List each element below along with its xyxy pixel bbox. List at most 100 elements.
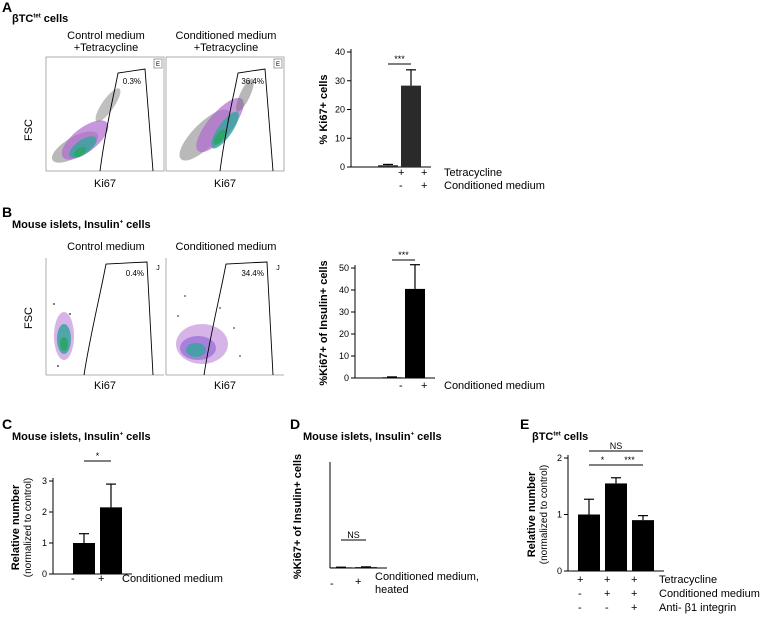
cond-b-m2: +: [421, 380, 428, 392]
flow-a1-gate-id: E: [156, 62, 160, 68]
y-axis-label-c: Relative number: [10, 484, 22, 570]
flow-a1-gate-pct: 0.3%: [123, 77, 141, 86]
flow-b1-cloud: [53, 303, 74, 367]
cond-e-r3-m2: -: [605, 602, 609, 614]
flow-b2-gate-id: J: [276, 265, 280, 272]
bar-e-2: [605, 483, 627, 571]
bar-chart-b: 0 10 20 30 40 50 %Ki67+ of Insulin+ cells ***: [318, 250, 435, 386]
panel-e-title: βTCtet cells: [532, 431, 589, 443]
y-tick-label-a-2: 20: [335, 105, 345, 115]
flow-plots-a: FSC 0.3% E Ki67 36.4% E Ki67: [23, 56, 285, 190]
cond-b-m1: -: [399, 380, 403, 392]
panel-label-a: A: [2, 0, 13, 15]
bar-d-1: [330, 567, 352, 569]
cond-e-r2-m3: +: [631, 588, 638, 600]
flow-a2-title-line1: Conditioned medium: [175, 30, 277, 42]
cond-e-r3-m3: +: [631, 602, 638, 614]
cond-a-r1-label: Tetracycline: [444, 167, 503, 179]
flow-a2-gate-id: E: [276, 62, 280, 68]
cond-e-r3-label: Anti- β1 integrin: [659, 602, 737, 614]
flow-a1-cloud: [51, 88, 121, 163]
flow-a1-xlabel: Ki67: [94, 178, 116, 190]
flow-a2-title-line2: +Tetracycline: [193, 42, 259, 54]
bar-a-2: [401, 85, 421, 167]
flow-b-ylabel: FSC: [23, 307, 35, 329]
y-tick-label-b-2: 20: [339, 329, 349, 339]
y-axis-sublabel-c: (normalized to control): [23, 478, 34, 577]
cond-c-label: Conditioned medium: [122, 573, 223, 585]
flow-a2-cloud: [179, 78, 254, 161]
flow-plot-b1: 0.4% J Ki67: [45, 258, 164, 392]
sig-label-d-1: NS: [347, 530, 360, 540]
y-axis-sublabel-e: (normalized to control): [539, 465, 550, 564]
y-tick-label-b-4: 40: [339, 285, 349, 295]
sig-label-e-1: *: [601, 455, 605, 465]
cond-c-m1: -: [71, 573, 75, 585]
flow-plot-a1: 0.3% E Ki67: [45, 56, 165, 190]
flow-b1-title: Control medium: [67, 241, 145, 253]
y-tick-label-b-0: 0: [344, 373, 349, 383]
flow-b1-gate-pct: 0.4%: [126, 269, 144, 278]
y-tick-label-b-1: 10: [339, 351, 349, 361]
bar-e-1: [578, 514, 600, 571]
y-tick-label-a-0: 0: [340, 162, 345, 172]
flow-a-ylabel: FSC: [23, 119, 35, 141]
bar-c-1: [73, 543, 95, 574]
bar-chart-d: %Ki67+ of Insulin+ cells NS: [292, 454, 387, 579]
bar-a-1: [378, 165, 398, 167]
sig-label-e-3: NS: [610, 441, 623, 451]
bar-chart-c: 0 1 2 3 Relative number (normalized to contro…: [10, 451, 132, 579]
panel-label-c: C: [2, 416, 13, 432]
flow-a2-xlabel: Ki67: [214, 178, 236, 190]
cond-c-m2: +: [98, 573, 105, 585]
y-tick-label-b-3: 30: [339, 307, 349, 317]
flow-b1-xlabel: Ki67: [94, 380, 116, 392]
cond-e-r2-m2: +: [604, 588, 611, 600]
cond-e-r1-m3: +: [631, 574, 638, 586]
cond-e-r1-label: Tetracycline: [659, 574, 718, 586]
cond-e-r3-m1: -: [578, 602, 582, 614]
cond-d-m1: -: [330, 578, 334, 590]
bar-chart-a: 0 10 20 30 40 % Ki67+ cells ***: [318, 47, 431, 172]
sig-label-c-1: *: [96, 451, 100, 461]
flow-a1-title-line1: Control medium: [67, 30, 145, 42]
y-tick-label-e-2: 2: [557, 453, 562, 463]
cond-e-r2-m1: -: [578, 588, 582, 600]
panel-b-title: Mouse islets, Insulin+ cells: [12, 219, 151, 231]
flow-b1-gate-id: J: [156, 265, 160, 272]
cond-b-label: Conditioned medium: [444, 380, 545, 392]
flow-b2-gate-pct: 34.4%: [241, 269, 264, 278]
y-tick-label-e-0: 0: [557, 566, 562, 576]
panel-c-title: Mouse islets, Insulin+ cells: [12, 431, 151, 443]
y-tick-label-c-2: 2: [42, 507, 47, 517]
bar-b-1: [382, 377, 402, 379]
y-tick-label-c-0: 0: [42, 569, 47, 579]
cond-d-m2: +: [355, 576, 362, 588]
bar-e-3: [632, 520, 654, 571]
panel-a-title: βTCtet cells: [12, 13, 69, 25]
y-axis-label-d: %Ki67+ of Insulin+ cells: [292, 454, 304, 579]
cond-a-r2-label: Conditioned medium: [444, 180, 545, 192]
y-tick-label-e-1: 1: [557, 510, 562, 520]
flow-a2-gate-pct: 36.4%: [241, 77, 264, 86]
sig-label-e-2: ***: [624, 455, 635, 465]
cond-d-label-line2: heated: [375, 584, 409, 596]
flow-b2-xlabel: Ki67: [214, 380, 236, 392]
flow-plots-b: FSC 0.4% J Ki67 34.4% J Ki67: [23, 258, 284, 392]
y-tick-label-b-5: 50: [339, 263, 349, 273]
cond-d-label-line1: Conditioned medium,: [375, 571, 479, 583]
bar-chart-e: 0 1 2 Relative number (normalized to control…: [526, 441, 664, 576]
flow-a1-title-line2: +Tetracycline: [73, 42, 139, 54]
flow-b2-title: Conditioned medium: [175, 241, 277, 253]
y-axis-label-a: % Ki67+ cells: [318, 74, 330, 144]
cond-a-r1-m2: +: [421, 167, 428, 179]
panel-label-b: B: [2, 204, 13, 220]
sig-label-b-1: ***: [398, 250, 409, 260]
sig-label-a-1: ***: [394, 54, 405, 64]
flow-plot-b2: 34.4% J Ki67: [165, 258, 284, 392]
y-axis-label-e: Relative number: [526, 471, 538, 557]
panel-d-title: Mouse islets, Insulin+ cells: [303, 431, 442, 443]
y-axis-label-b: %Ki67+ of Insulin+ cells: [318, 260, 330, 385]
y-tick-label-a-1: 10: [335, 133, 345, 143]
cond-a-r2-m2: +: [421, 180, 428, 192]
